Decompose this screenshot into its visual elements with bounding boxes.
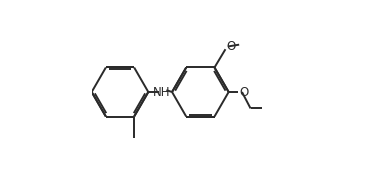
Text: NH: NH bbox=[153, 86, 171, 98]
Text: O: O bbox=[226, 40, 235, 53]
Text: O: O bbox=[239, 86, 249, 98]
